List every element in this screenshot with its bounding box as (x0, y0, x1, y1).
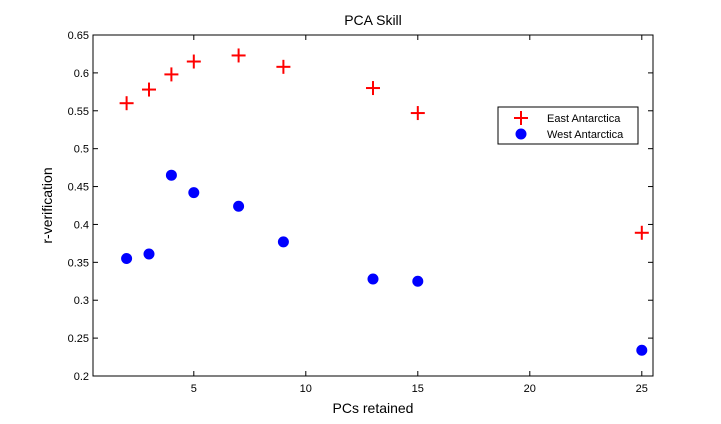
west-antarctica-point (188, 187, 200, 199)
east-antarctica-point (164, 67, 179, 82)
west-antarctica-point (636, 344, 648, 356)
x-tick-label: 25 (636, 383, 648, 395)
y-axis-label: r-verification (39, 167, 55, 243)
west-antarctica-point (121, 253, 133, 265)
x-tick-label: 20 (524, 383, 536, 395)
x-tick-label: 10 (300, 383, 312, 395)
legend-label: West Antarctica (547, 129, 624, 141)
axis-tick-labels: 5 10 15 20 25 0.2 0.25 0.3 0.35 0.4 0.45 0.5 0.55 0.6… (68, 30, 648, 395)
west-antarctica-point (233, 200, 245, 212)
y-tick-label: 0.65 (68, 30, 89, 42)
legend-label: East Antarctica (547, 113, 621, 125)
y-tick-label: 0.6 (74, 68, 89, 80)
legend: East Antarctica West Antarctica (497, 106, 639, 145)
y-tick-label: 0.4 (74, 219, 89, 231)
east-antarctica-point (410, 106, 425, 121)
west-antarctica-point (143, 248, 155, 260)
y-tick-label: 0.45 (68, 182, 89, 194)
west-antarctica-point (165, 169, 177, 181)
east-antarctica-point (119, 96, 134, 111)
west-antarctica-point (412, 275, 424, 287)
y-tick-label: 0.35 (68, 257, 89, 269)
legend-marker (515, 128, 527, 140)
x-tick-label: 5 (191, 383, 197, 395)
east-antarctica-point (142, 82, 156, 97)
legend-marker (514, 111, 528, 125)
legend-entries: East Antarctica West Antarctica (514, 111, 624, 141)
x-axis-label: PCs retained (333, 400, 414, 416)
y-tick-label: 0.55 (68, 106, 89, 118)
west-antarctica-point (367, 273, 379, 285)
east-antarctica-point (276, 59, 291, 74)
y-tick-label: 0.25 (68, 333, 89, 345)
y-tick-label: 0.5 (74, 144, 89, 156)
west-antarctica-point (277, 236, 289, 248)
east-antarctica-point (634, 225, 649, 240)
plot-frame (92, 34, 654, 377)
y-tick-label: 0.2 (74, 371, 89, 383)
y-tick-label: 0.3 (74, 295, 89, 307)
x-tick-label: 15 (412, 383, 424, 395)
east-antarctica-point (366, 81, 380, 96)
chart-title: PCA Skill (344, 12, 402, 28)
east-antarctica-point (231, 48, 246, 63)
east-antarctica-point (186, 54, 201, 69)
data-markers (119, 48, 649, 356)
